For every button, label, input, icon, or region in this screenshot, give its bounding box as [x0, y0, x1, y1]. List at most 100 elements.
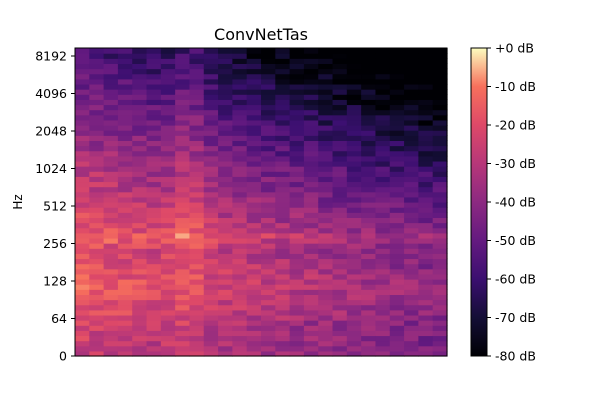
spectrogram-cell — [117, 294, 133, 301]
spectrogram-cell — [318, 243, 334, 249]
spectrogram-cell — [218, 150, 233, 157]
spectrogram-cell — [275, 325, 291, 331]
spectrogram-cell — [275, 48, 291, 54]
spectrogram-cell — [103, 340, 119, 347]
spectrogram-cell — [318, 63, 334, 70]
spectrogram-cell — [203, 171, 219, 177]
spectrogram-cell — [232, 48, 248, 54]
spectrogram-cell — [389, 325, 405, 331]
spectrogram-cell — [404, 273, 419, 280]
spectrogram-cell — [375, 289, 391, 295]
spectrogram-cell — [289, 125, 305, 131]
spectrogram-cell — [275, 304, 291, 311]
spectrogram-cell — [303, 171, 319, 177]
spectrogram-cell — [132, 104, 148, 111]
spectrogram-cell — [175, 68, 191, 75]
spectrogram-cell — [289, 145, 305, 152]
spectrogram-cell — [318, 222, 334, 229]
spectrogram-cell — [404, 335, 419, 342]
spectrogram-cell — [218, 268, 233, 275]
spectrogram-cell — [117, 232, 133, 239]
spectrogram-cell — [89, 68, 105, 75]
spectrogram-cell — [218, 217, 233, 224]
spectrogram-cell — [303, 160, 319, 167]
spectrogram-cell — [318, 68, 334, 75]
spectrogram-cell — [261, 104, 276, 111]
spectrogram-cell — [318, 53, 334, 59]
spectrogram-cell — [218, 309, 233, 316]
spectrogram-cell — [418, 227, 434, 234]
spectrogram-cell — [117, 237, 133, 244]
spectrogram-cell — [189, 145, 205, 152]
spectrogram-cell — [275, 202, 291, 208]
spectrogram-cell — [117, 99, 133, 106]
spectrogram-cell — [189, 73, 205, 80]
spectrogram-cell — [332, 320, 348, 326]
spectrogram-cell — [146, 58, 162, 64]
spectrogram-cell — [389, 314, 405, 321]
spectrogram-cell — [275, 68, 291, 75]
spectrogram-cell — [75, 68, 90, 75]
spectrogram-cell — [89, 340, 105, 347]
spectrogram-cell — [89, 176, 105, 183]
spectrogram-cell — [361, 294, 377, 301]
spectrogram-cell — [175, 83, 191, 90]
spectrogram-cell — [203, 150, 219, 157]
spectrogram-cell — [189, 119, 205, 126]
spectrogram-cell — [132, 284, 148, 290]
spectrogram-cell — [389, 191, 405, 198]
spectrogram-cell — [303, 340, 319, 347]
spectrogram-cell — [332, 89, 348, 95]
spectrogram-cell — [132, 196, 148, 203]
spectrogram-cell — [160, 186, 176, 193]
spectrogram-cell — [303, 279, 319, 285]
spectrogram-cell — [175, 350, 191, 357]
spectrogram-cell — [289, 140, 305, 147]
spectrogram-cell — [75, 83, 90, 90]
spectrogram-cell — [404, 284, 419, 290]
spectrogram-cell — [175, 299, 191, 306]
spectrogram-cell — [117, 140, 133, 147]
spectrogram-cell — [103, 268, 119, 275]
spectrogram-cell — [375, 248, 391, 254]
spectrogram-cell — [175, 99, 191, 106]
spectrogram-cell — [375, 140, 391, 147]
spectrogram-cell — [261, 145, 276, 152]
spectrogram-cell — [103, 232, 119, 239]
spectrogram-cell — [389, 63, 405, 70]
spectrogram-cell — [146, 78, 162, 85]
spectrogram-cell — [432, 176, 448, 183]
spectrogram-cell — [132, 314, 148, 321]
spectrogram-cell — [361, 263, 377, 270]
spectrogram-cell — [175, 227, 191, 234]
spectrogram-cell — [404, 243, 419, 249]
spectrogram-cell — [404, 263, 419, 270]
spectrogram-cell — [218, 166, 233, 172]
spectrogram-cell — [346, 160, 362, 167]
spectrogram-cell — [418, 73, 434, 80]
spectrogram-cell — [218, 109, 233, 116]
spectrogram-cell — [303, 48, 319, 54]
spectrogram-cell — [203, 78, 219, 85]
spectrogram-cell — [375, 48, 391, 54]
spectrogram-cell — [175, 258, 191, 265]
spectrogram-cell — [160, 130, 176, 136]
spectrogram-cell — [361, 181, 377, 188]
spectrogram-cell — [346, 104, 362, 111]
y-tick-label: 256 — [43, 236, 67, 251]
spectrogram-cell — [160, 181, 176, 188]
spectrogram-cell — [261, 314, 276, 321]
spectrogram-cell — [132, 340, 148, 347]
spectrogram-cell — [332, 340, 348, 347]
spectrogram-cell — [418, 155, 434, 162]
spectrogram-cell — [318, 258, 334, 265]
spectrogram-cell — [189, 166, 205, 172]
spectrogram-cell — [75, 58, 90, 64]
spectrogram-cell — [404, 299, 419, 306]
spectrogram-cell — [103, 304, 119, 311]
spectrogram-cell — [275, 58, 291, 64]
spectrogram-cell — [303, 284, 319, 290]
spectrogram-cell — [389, 340, 405, 347]
spectrogram-cell — [232, 268, 248, 275]
spectrogram-cell — [275, 176, 291, 183]
